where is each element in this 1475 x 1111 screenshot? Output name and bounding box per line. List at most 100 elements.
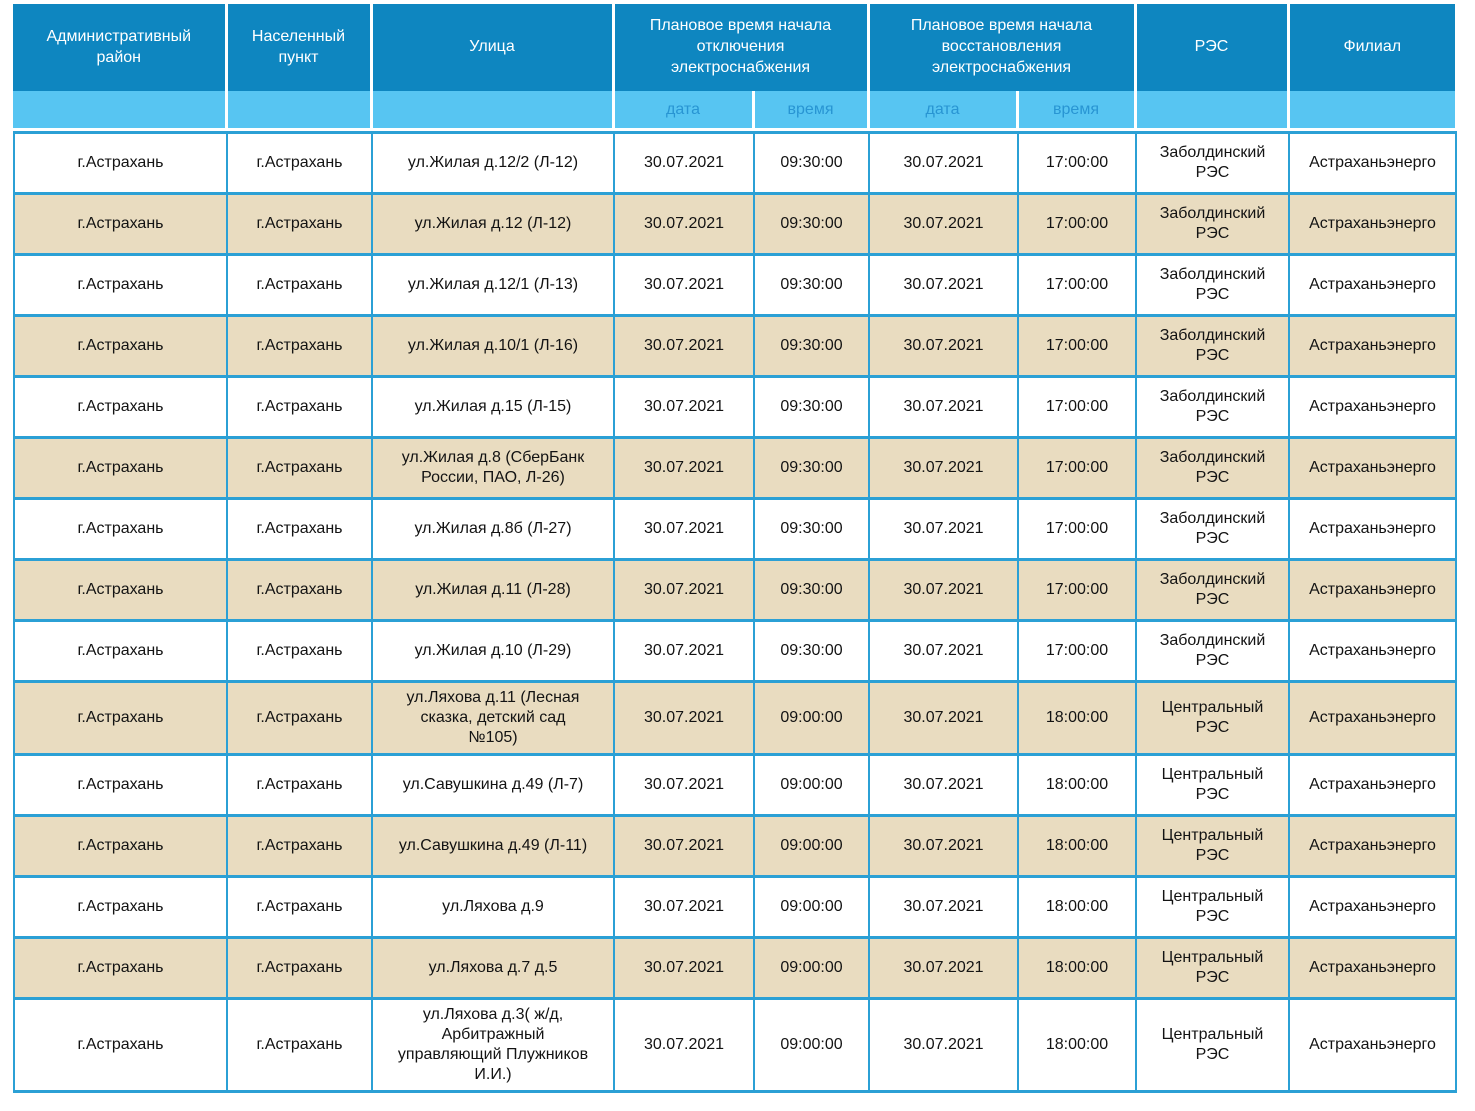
- header-row-main: Административный район Населенный пункт …: [13, 4, 1455, 91]
- cell-res: Заболдинский РЭС: [1135, 497, 1290, 561]
- cell-restore-time: 17:00:00: [1017, 131, 1137, 195]
- table-row: г.Астрахань г.Астрахань ул.Жилая д.12 (Л…: [13, 192, 1457, 256]
- cell-branch: Астраханьэнерго: [1288, 753, 1457, 817]
- cell-street: ул.Жилая д.8б (Л-27): [371, 497, 615, 561]
- subheader-empty-district: [13, 91, 228, 128]
- cell-settlement: г.Астрахань: [226, 875, 373, 939]
- cell-branch: Астраханьэнерго: [1288, 375, 1457, 439]
- cell-outage-date: 30.07.2021: [613, 875, 755, 939]
- cell-restore-time: 17:00:00: [1017, 619, 1137, 683]
- cell-res: Заболдинский РЭС: [1135, 314, 1290, 378]
- cell-outage-time: 09:30:00: [753, 375, 870, 439]
- cell-branch: Астраханьэнерго: [1288, 814, 1457, 878]
- cell-res: Заболдинский РЭС: [1135, 375, 1290, 439]
- cell-outage-date: 30.07.2021: [613, 680, 755, 756]
- table-row: г.Астрахань г.Астрахань ул.Ляхова д.7 д.…: [13, 936, 1457, 1000]
- cell-outage-date: 30.07.2021: [613, 314, 755, 378]
- cell-restore-time: 18:00:00: [1017, 997, 1137, 1093]
- cell-outage-time: 09:00:00: [753, 814, 870, 878]
- cell-admin-district: г.Астрахань: [13, 375, 228, 439]
- cell-restore-date: 30.07.2021: [868, 253, 1019, 317]
- cell-outage-date: 30.07.2021: [613, 375, 755, 439]
- cell-outage-time: 09:30:00: [753, 253, 870, 317]
- cell-street: ул.Жилая д.10/1 (Л-16): [371, 314, 615, 378]
- cell-settlement: г.Астрахань: [226, 997, 373, 1093]
- cell-restore-time: 18:00:00: [1017, 936, 1137, 1000]
- cell-street: ул.Жилая д.12/2 (Л-12): [371, 131, 615, 195]
- schedule-table: г.Астрахань г.Астрахань ул.Жилая д.12/2 …: [13, 131, 1457, 1093]
- cell-branch: Астраханьэнерго: [1288, 131, 1457, 195]
- cell-restore-date: 30.07.2021: [868, 875, 1019, 939]
- cell-branch: Астраханьэнерго: [1288, 314, 1457, 378]
- col-header-restore-start: Плановое время начала восстановления эле…: [868, 4, 1137, 91]
- cell-res: Центральный РЭС: [1135, 680, 1290, 756]
- cell-admin-district: г.Астрахань: [13, 436, 228, 500]
- cell-restore-time: 18:00:00: [1017, 680, 1137, 756]
- cell-street: ул.Савушкина д.49 (Л-7): [371, 753, 615, 817]
- cell-admin-district: г.Астрахань: [13, 558, 228, 622]
- cell-restore-time: 18:00:00: [1017, 753, 1137, 817]
- cell-restore-date: 30.07.2021: [868, 436, 1019, 500]
- table-row: г.Астрахань г.Астрахань ул.Жилая д.8 (Сб…: [13, 436, 1457, 500]
- cell-branch: Астраханьэнерго: [1288, 558, 1457, 622]
- cell-admin-district: г.Астрахань: [13, 131, 228, 195]
- cell-settlement: г.Астрахань: [226, 253, 373, 317]
- cell-restore-time: 17:00:00: [1017, 375, 1137, 439]
- subheader-empty-res: [1135, 91, 1290, 128]
- cell-admin-district: г.Астрахань: [13, 997, 228, 1093]
- cell-street: ул.Ляхова д.3( ж/д, Арбитражный управляю…: [371, 997, 615, 1093]
- cell-res: Заболдинский РЭС: [1135, 192, 1290, 256]
- cell-street: ул.Жилая д.11 (Л-28): [371, 558, 615, 622]
- subheader-empty-street: [371, 91, 615, 128]
- cell-outage-time: 09:30:00: [753, 558, 870, 622]
- cell-res: Центральный РЭС: [1135, 753, 1290, 817]
- cell-street: ул.Жилая д.12/1 (Л-13): [371, 253, 615, 317]
- cell-admin-district: г.Астрахань: [13, 619, 228, 683]
- table-row: г.Астрахань г.Астрахань ул.Ляхова д.9 30…: [13, 875, 1457, 939]
- cell-restore-date: 30.07.2021: [868, 192, 1019, 256]
- table-row: г.Астрахань г.Астрахань ул.Жилая д.12/2 …: [13, 131, 1457, 195]
- cell-outage-date: 30.07.2021: [613, 497, 755, 561]
- cell-restore-time: 17:00:00: [1017, 253, 1137, 317]
- cell-admin-district: г.Астрахань: [13, 680, 228, 756]
- cell-settlement: г.Астрахань: [226, 680, 373, 756]
- cell-restore-time: 17:00:00: [1017, 192, 1137, 256]
- cell-res: Заболдинский РЭС: [1135, 436, 1290, 500]
- cell-settlement: г.Астрахань: [226, 753, 373, 817]
- cell-restore-date: 30.07.2021: [868, 619, 1019, 683]
- cell-outage-date: 30.07.2021: [613, 619, 755, 683]
- cell-res: Центральный РЭС: [1135, 997, 1290, 1093]
- cell-branch: Астраханьэнерго: [1288, 997, 1457, 1093]
- cell-outage-date: 30.07.2021: [613, 753, 755, 817]
- cell-res: Заболдинский РЭС: [1135, 131, 1290, 195]
- col-header-outage-start: Плановое время начала отключения электро…: [613, 4, 870, 91]
- cell-settlement: г.Астрахань: [226, 436, 373, 500]
- cell-settlement: г.Астрахань: [226, 619, 373, 683]
- cell-restore-date: 30.07.2021: [868, 997, 1019, 1093]
- table-row: г.Астрахань г.Астрахань ул.Ляхова д.11 (…: [13, 680, 1457, 756]
- cell-branch: Астраханьэнерго: [1288, 619, 1457, 683]
- cell-branch: Астраханьэнерго: [1288, 680, 1457, 756]
- cell-outage-time: 09:30:00: [753, 131, 870, 195]
- cell-admin-district: г.Астрахань: [13, 253, 228, 317]
- cell-res: Заболдинский РЭС: [1135, 558, 1290, 622]
- cell-restore-time: 17:00:00: [1017, 436, 1137, 500]
- subheader-restore-time: время: [1017, 91, 1137, 128]
- cell-branch: Астраханьэнерго: [1288, 875, 1457, 939]
- cell-outage-date: 30.07.2021: [613, 936, 755, 1000]
- cell-outage-time: 09:30:00: [753, 192, 870, 256]
- cell-outage-date: 30.07.2021: [613, 253, 755, 317]
- col-header-street: Улица: [371, 4, 615, 91]
- table-row: г.Астрахань г.Астрахань ул.Жилая д.10 (Л…: [13, 619, 1457, 683]
- cell-branch: Астраханьэнерго: [1288, 936, 1457, 1000]
- cell-admin-district: г.Астрахань: [13, 753, 228, 817]
- col-header-branch: Филиал: [1288, 4, 1455, 91]
- cell-outage-date: 30.07.2021: [613, 192, 755, 256]
- cell-restore-date: 30.07.2021: [868, 497, 1019, 561]
- cell-restore-time: 17:00:00: [1017, 497, 1137, 561]
- cell-restore-time: 17:00:00: [1017, 558, 1137, 622]
- cell-settlement: г.Астрахань: [226, 375, 373, 439]
- cell-outage-time: 09:30:00: [753, 497, 870, 561]
- cell-admin-district: г.Астрахань: [13, 497, 228, 561]
- cell-restore-time: 17:00:00: [1017, 314, 1137, 378]
